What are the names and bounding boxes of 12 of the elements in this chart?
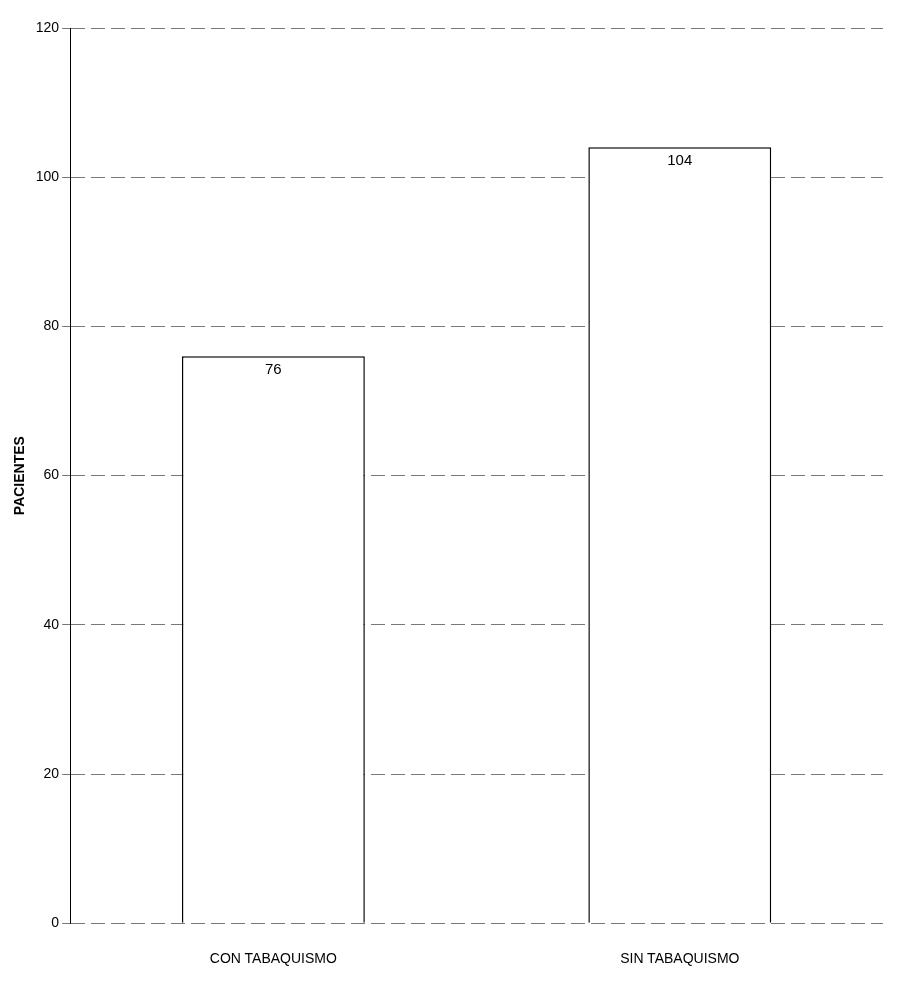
data-label: 104 bbox=[667, 151, 693, 168]
y-tick-label: 120 bbox=[35, 18, 60, 35]
data-label: 76 bbox=[265, 359, 282, 377]
y-tick-label: 80 bbox=[43, 317, 60, 334]
y-tick-label: 0 bbox=[51, 914, 60, 931]
x-tick-label: CON TABAQUISMO bbox=[209, 950, 337, 967]
y-tick-label: 40 bbox=[43, 615, 60, 632]
y-axis-title: PACIENTES bbox=[11, 436, 28, 516]
y-tick-label: 60 bbox=[43, 466, 60, 483]
y-tick-label: 20 bbox=[43, 764, 60, 781]
y-tick-label: 100 bbox=[35, 168, 60, 185]
x-tick-label: SIN TABAQUISMO bbox=[620, 950, 740, 967]
